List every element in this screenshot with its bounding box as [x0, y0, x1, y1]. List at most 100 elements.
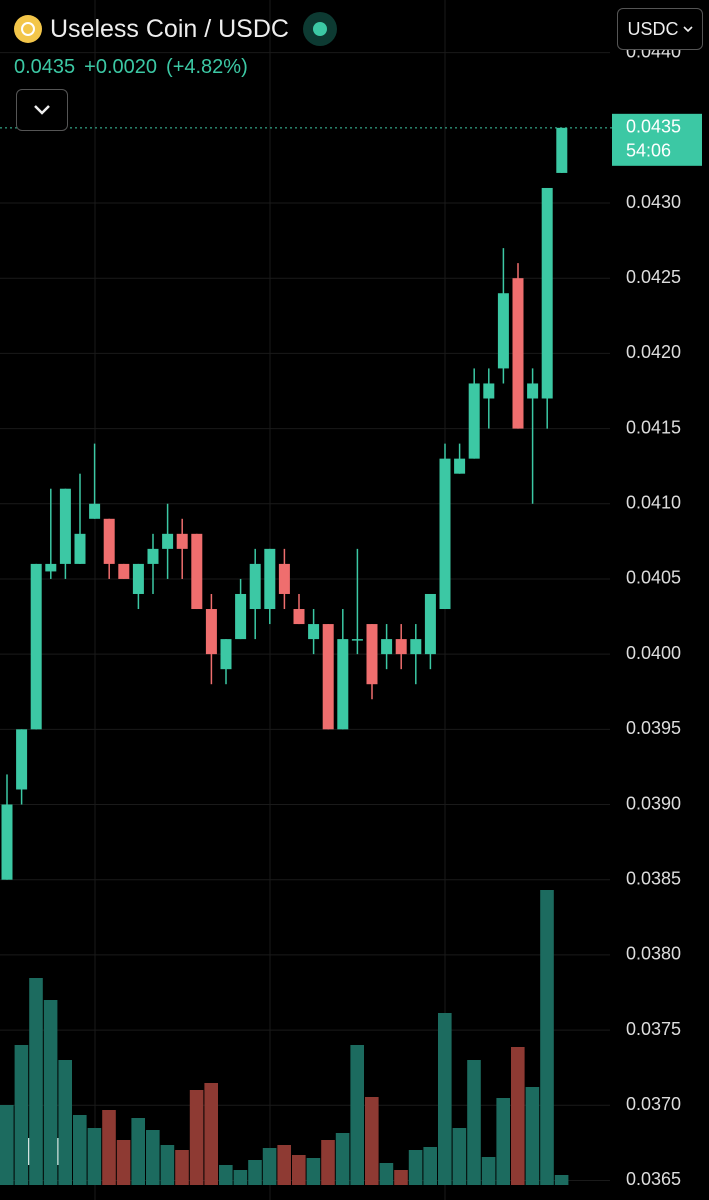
countdown-label: 54:06	[626, 141, 671, 161]
volume-bar	[277, 1145, 291, 1185]
price-change-pct: (+4.82%)	[166, 56, 248, 78]
y-tick-label: 0.0430	[626, 192, 681, 212]
candle-body	[103, 518, 115, 564]
candle-body	[512, 278, 524, 429]
candle-body	[483, 383, 495, 399]
volume-bar	[248, 1160, 262, 1185]
candle-body	[1, 804, 13, 880]
candle-body	[132, 563, 144, 594]
volume-bar	[540, 890, 554, 1185]
y-tick-label: 0.0410	[626, 493, 681, 513]
y-tick-label: 0.0370	[626, 1094, 681, 1114]
candle-body	[439, 458, 451, 610]
volume-bar	[116, 1140, 131, 1185]
candle-body	[395, 639, 407, 655]
volume-bar	[175, 1150, 189, 1185]
candle-body	[497, 293, 509, 369]
volume-bar	[365, 1097, 379, 1185]
volume-bar	[306, 1158, 321, 1185]
volume-bar	[87, 1128, 102, 1185]
candle-body	[308, 624, 320, 640]
volume-bar	[262, 1148, 277, 1185]
last-price-label: 0.0435	[626, 117, 681, 137]
volume-bar	[292, 1155, 306, 1185]
y-tick-label: 0.0415	[626, 417, 681, 437]
y-tick-label: 0.0375	[626, 1019, 681, 1039]
y-tick-label: 0.0380	[626, 944, 681, 964]
candle-body	[337, 639, 349, 730]
candle-body	[249, 563, 261, 610]
candle-body	[454, 458, 466, 474]
volume-bar	[321, 1140, 335, 1185]
candle-body	[351, 639, 363, 641]
candle-body	[176, 533, 188, 549]
candle-body	[278, 563, 290, 594]
candle-body	[293, 609, 305, 625]
candle-body	[322, 624, 334, 730]
candle-body	[118, 563, 130, 579]
volume-bar	[102, 1110, 116, 1185]
candle-body	[162, 533, 174, 549]
candle-body	[147, 548, 159, 564]
volume-bar	[58, 1060, 72, 1185]
volume-bar	[467, 1060, 481, 1185]
pair-title: Useless Coin / USDC	[50, 14, 289, 43]
y-tick-label: 0.0365	[626, 1169, 681, 1189]
volume-bar	[43, 1000, 58, 1185]
volume-bar	[233, 1170, 248, 1185]
volume-bar	[379, 1163, 394, 1185]
volume-bar	[452, 1128, 467, 1185]
candle-body	[556, 127, 568, 173]
volume-bar	[131, 1118, 145, 1185]
candle-body	[30, 563, 42, 730]
volume-bar	[14, 1045, 29, 1185]
currency-label: USDC	[627, 18, 679, 39]
y-tick-label: 0.0395	[626, 718, 681, 738]
candle-body	[468, 383, 480, 459]
chevron-icon	[682, 25, 693, 32]
collapse-button[interactable]	[16, 89, 68, 131]
volume-bar	[525, 1087, 540, 1185]
y-tick-label: 0.0420	[626, 342, 681, 362]
candle-body	[366, 624, 378, 685]
volume-bar	[0, 1105, 14, 1185]
candle-body	[264, 548, 276, 610]
header: Useless Coin / USDC	[14, 12, 337, 46]
volume-bar	[189, 1090, 204, 1185]
last-price: 0.0435	[14, 56, 76, 78]
candle-body	[410, 639, 422, 655]
volume-bar	[408, 1150, 423, 1185]
volume-bar	[146, 1130, 160, 1185]
grid	[0, 52, 610, 1181]
candle-body	[16, 729, 28, 790]
y-tick-label: 0.0390	[626, 793, 681, 813]
y-tick-label: 0.0385	[626, 868, 681, 888]
candle-body	[381, 639, 393, 655]
y-tick-label: 0.0400	[626, 643, 681, 663]
candle-body	[527, 383, 539, 399]
volume-bar	[423, 1147, 437, 1185]
candle-body	[74, 533, 86, 564]
volume-bar	[29, 978, 43, 1185]
currency-dropdown[interactable]: USDC	[617, 8, 703, 50]
status-dot[interactable]	[302, 12, 337, 46]
candle-body	[59, 488, 71, 564]
last-price-box	[612, 113, 702, 166]
candle-body	[220, 639, 232, 670]
volume-bar	[160, 1145, 175, 1185]
coin-icon	[14, 15, 42, 43]
candle-body	[89, 503, 101, 519]
quote: 0.0435 +0.0020 (+4.82%)	[14, 56, 248, 79]
volume-bar	[204, 1083, 218, 1185]
price-change: +0.0020	[84, 56, 158, 78]
candle-body	[424, 593, 436, 655]
volume-bar	[350, 1045, 364, 1185]
volume-bar	[394, 1170, 408, 1185]
candle-body	[191, 533, 203, 610]
volume-bar	[219, 1165, 233, 1185]
y-tick-label: 0.0425	[626, 267, 681, 287]
volume-bar	[335, 1133, 350, 1185]
volume-bar	[73, 1115, 87, 1185]
volume-bar	[496, 1098, 510, 1185]
